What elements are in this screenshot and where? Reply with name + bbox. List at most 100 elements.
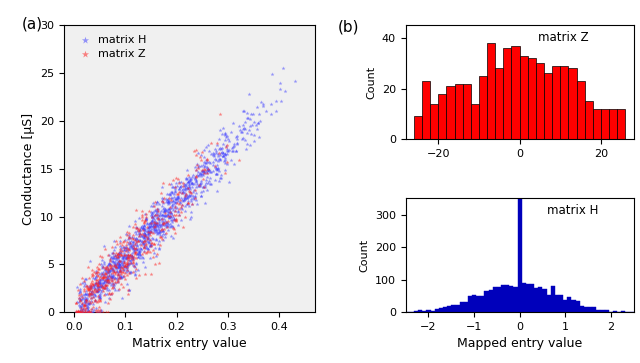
matrix H xyxy=(148,219,159,224)
matrix H xyxy=(108,255,118,261)
matrix H xyxy=(95,287,106,293)
matrix H xyxy=(144,224,154,230)
matrix H xyxy=(126,260,136,266)
matrix H xyxy=(107,278,117,284)
matrix H xyxy=(144,221,154,227)
matrix H xyxy=(150,253,161,259)
matrix Z xyxy=(165,204,175,210)
matrix H xyxy=(157,226,167,232)
matrix H xyxy=(132,228,142,234)
matrix H xyxy=(86,291,97,297)
matrix Z xyxy=(106,265,116,271)
matrix H xyxy=(193,169,203,175)
matrix H xyxy=(134,237,145,242)
matrix Z xyxy=(90,286,100,292)
matrix H xyxy=(129,242,140,248)
matrix H xyxy=(141,216,151,222)
matrix Z xyxy=(105,296,115,302)
matrix H xyxy=(164,215,174,221)
matrix Z xyxy=(123,287,133,293)
matrix H xyxy=(93,286,104,292)
matrix H xyxy=(101,268,111,274)
matrix H xyxy=(106,254,116,260)
matrix H xyxy=(119,247,129,253)
matrix H xyxy=(102,276,112,281)
matrix H xyxy=(161,207,172,213)
matrix H xyxy=(200,200,210,206)
matrix H xyxy=(100,266,110,272)
matrix H xyxy=(143,235,153,241)
matrix H xyxy=(176,205,186,211)
matrix Z xyxy=(94,261,104,267)
matrix H xyxy=(109,260,119,266)
matrix Z xyxy=(104,290,115,296)
matrix Z xyxy=(221,159,232,165)
matrix H xyxy=(172,196,182,202)
matrix H xyxy=(101,270,111,276)
matrix H xyxy=(172,205,182,211)
matrix H xyxy=(144,227,154,233)
Bar xyxy=(555,295,559,312)
matrix H xyxy=(229,141,239,147)
matrix H xyxy=(72,299,83,305)
matrix H xyxy=(143,246,154,252)
matrix H xyxy=(99,273,109,279)
matrix Z xyxy=(103,277,113,283)
matrix Z xyxy=(174,212,184,218)
matrix H xyxy=(150,221,161,227)
matrix H xyxy=(152,199,162,205)
matrix H xyxy=(150,207,161,212)
matrix H xyxy=(186,199,196,204)
matrix Z xyxy=(98,275,108,281)
matrix H xyxy=(166,215,177,220)
matrix H xyxy=(243,115,253,121)
matrix H xyxy=(177,188,188,193)
matrix H xyxy=(147,210,157,216)
matrix H xyxy=(108,266,118,272)
Bar xyxy=(588,307,592,312)
matrix H xyxy=(164,207,174,212)
matrix H xyxy=(142,235,152,241)
matrix H xyxy=(162,223,172,229)
matrix H xyxy=(124,261,134,267)
matrix Z xyxy=(130,246,140,252)
matrix H xyxy=(122,252,132,258)
matrix H xyxy=(120,258,130,264)
matrix Z xyxy=(92,282,102,288)
matrix Z xyxy=(141,250,151,256)
matrix H xyxy=(76,304,86,310)
matrix H xyxy=(113,263,124,269)
matrix Z xyxy=(98,264,108,270)
matrix Z xyxy=(112,279,122,285)
Bar xyxy=(484,291,488,312)
matrix H xyxy=(169,216,179,222)
matrix H xyxy=(114,262,124,268)
matrix H xyxy=(83,307,93,313)
matrix H xyxy=(93,309,104,315)
matrix Z xyxy=(157,180,168,186)
matrix H xyxy=(90,273,100,279)
matrix H xyxy=(210,177,220,183)
matrix H xyxy=(157,228,168,233)
matrix H xyxy=(155,212,165,218)
matrix H xyxy=(116,264,126,269)
matrix Z xyxy=(79,287,90,293)
matrix Z xyxy=(170,230,180,236)
matrix Z xyxy=(169,226,179,232)
matrix H xyxy=(92,285,102,291)
matrix H xyxy=(253,121,264,126)
Bar xyxy=(447,306,451,312)
matrix H xyxy=(179,189,189,195)
matrix H xyxy=(161,199,172,205)
matrix H xyxy=(198,172,208,178)
matrix H xyxy=(211,150,221,156)
matrix Z xyxy=(93,281,103,287)
matrix H xyxy=(148,223,158,229)
matrix H xyxy=(76,307,86,313)
matrix H xyxy=(147,214,157,220)
matrix H xyxy=(79,300,90,306)
matrix Z xyxy=(93,294,104,299)
matrix H xyxy=(227,144,237,150)
matrix H xyxy=(91,274,101,280)
matrix Z xyxy=(163,213,173,219)
